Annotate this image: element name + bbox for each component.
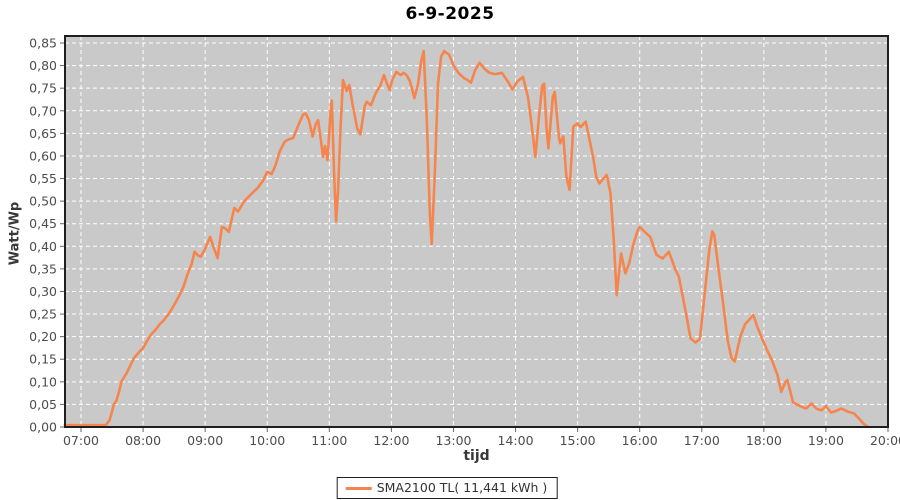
- y-tick-label: 0,50: [29, 194, 57, 209]
- x-tick-label: 15:00: [560, 433, 596, 448]
- y-tick-label: 0,35: [29, 261, 57, 276]
- axis-ticks: [60, 42, 889, 432]
- x-tick-label: 18:00: [746, 433, 782, 448]
- y-tick-label: 0,85: [29, 36, 57, 51]
- y-tick-label: 0,60: [29, 148, 57, 163]
- y-tick-label: 0,75: [29, 81, 57, 96]
- y-tick-label: 0,45: [29, 216, 57, 231]
- y-tick-label: 0,20: [29, 329, 57, 344]
- x-tick-label: 11:00: [311, 433, 347, 448]
- y-tick-label: 0,10: [29, 374, 57, 389]
- x-tick-label: 19:00: [808, 433, 844, 448]
- legend: SMA2100 TL( 11,441 kWh ): [336, 477, 558, 499]
- x-tick-label: 16:00: [622, 433, 658, 448]
- x-tick-label: 08:00: [125, 433, 161, 448]
- y-tick-label: 0,05: [29, 397, 57, 412]
- y-tick-label: 0,70: [29, 103, 57, 118]
- x-axis-title: tijd: [463, 448, 490, 464]
- x-tick-label: 14:00: [498, 433, 534, 448]
- y-tick-label: 0,00: [29, 420, 57, 435]
- y-tick-label: 0,30: [29, 284, 57, 299]
- legend-label: SMA2100 TL( 11,441 kWh ): [376, 480, 548, 495]
- y-tick-label: 0,25: [29, 307, 57, 322]
- axis-tick-labels: 0,00 0,05 0,10 0,15 0,20 0,25 0,30 0,35 0,40 0,45…: [29, 36, 900, 448]
- y-tick-label: 0,15: [29, 352, 57, 367]
- y-tick-label: 0,65: [29, 126, 57, 141]
- x-tick-label: 17:00: [684, 433, 720, 448]
- legend-line-swatch: [345, 486, 372, 490]
- y-tick-label: 0,40: [29, 239, 57, 254]
- x-tick-label: 13:00: [435, 433, 471, 448]
- plot-border: [64, 35, 889, 428]
- y-axis-title: Watt/Wp: [7, 201, 23, 266]
- x-tick-label: 12:00: [373, 433, 409, 448]
- x-tick-label: 07:00: [63, 433, 99, 448]
- grid-lines: [65, 36, 889, 427]
- y-tick-label: 0,80: [29, 58, 57, 73]
- plot-area: [65, 36, 888, 427]
- x-tick-label: 09:00: [187, 433, 223, 448]
- x-tick-label: 10:00: [249, 433, 285, 448]
- x-tick-label: 20:00: [870, 433, 900, 448]
- y-tick-label: 0,55: [29, 171, 57, 186]
- page-title: 6-9-2025: [405, 4, 495, 24]
- series-line: [63, 49, 869, 428]
